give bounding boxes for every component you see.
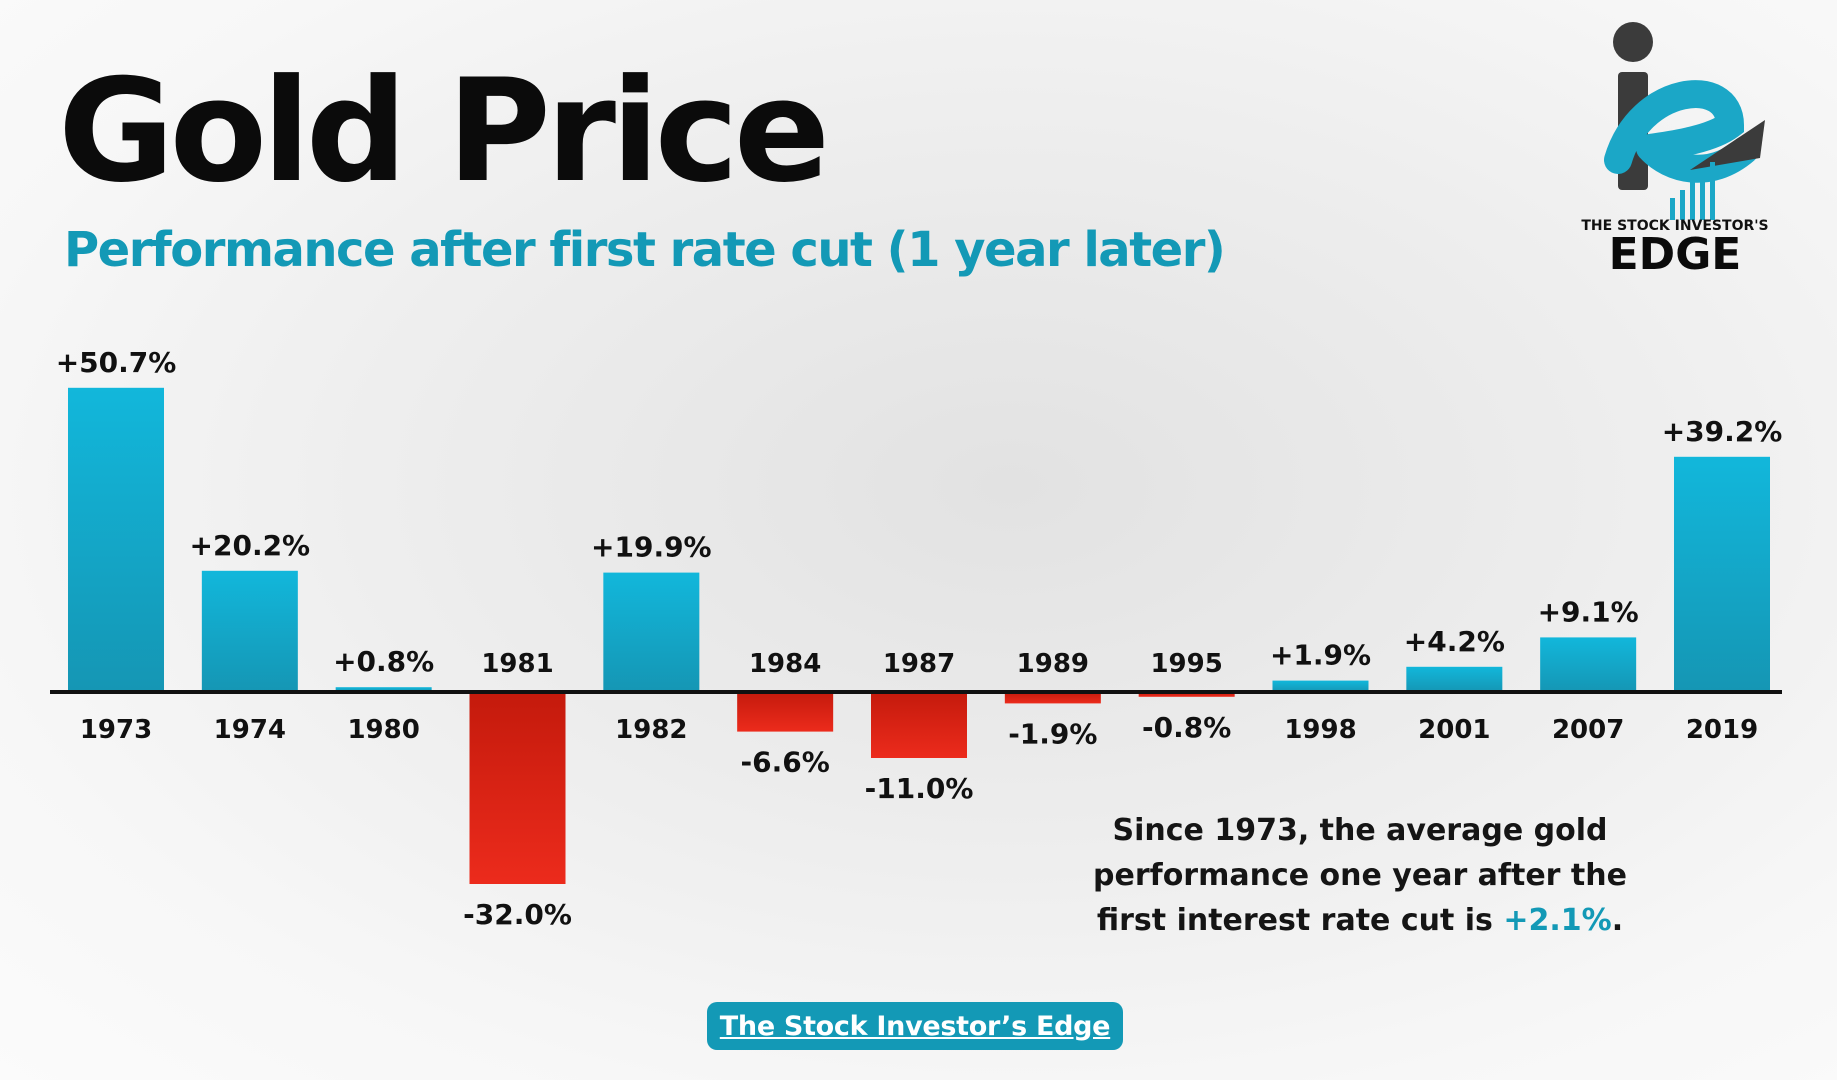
bar-2001: [1406, 666, 1503, 692]
value-label-1989: -1.9%: [1008, 717, 1097, 750]
category-label-1981: 1981: [481, 649, 553, 679]
category-label-2019: 2019: [1686, 715, 1758, 745]
category-label-1973: 1973: [80, 715, 152, 745]
category-label-1980: 1980: [347, 715, 419, 745]
ie-arrow-chart-logo-icon: [1604, 22, 1765, 220]
summary-note: Since 1973, the average gold performance…: [1080, 808, 1640, 943]
category-label-1995: 1995: [1150, 649, 1222, 679]
category-label-1987: 1987: [883, 649, 955, 679]
value-label-1973: +50.7%: [56, 346, 177, 379]
logo-tagline: THE STOCK INVESTOR'S: [1581, 218, 1769, 234]
chart-subtitle: Performance after first rate cut (1 year…: [64, 222, 1226, 278]
summary-highlight: +2.1%: [1503, 903, 1612, 938]
value-label-1995: -0.8%: [1142, 711, 1231, 744]
bar-1980: [335, 687, 432, 692]
bar-1982: [603, 572, 700, 692]
bar-2019: [1674, 456, 1770, 692]
value-label-1984: -6.6%: [741, 746, 830, 779]
chart-title: Gold Price: [58, 49, 830, 214]
bar-1989: [1004, 692, 1101, 704]
value-label-1981: -32.0%: [463, 898, 572, 931]
category-label-1984: 1984: [749, 649, 821, 679]
category-label-2001: 2001: [1418, 715, 1490, 745]
bar-1987: [871, 692, 967, 758]
bar-1998: [1272, 680, 1369, 692]
category-label-1974: 1974: [214, 715, 286, 745]
summary-note-text: Since 1973, the average gold performance…: [1093, 813, 1627, 938]
value-label-1980: +0.8%: [333, 645, 434, 678]
category-label-1989: 1989: [1017, 649, 1089, 679]
value-label-2019: +39.2%: [1662, 415, 1783, 448]
category-label-1998: 1998: [1284, 715, 1356, 745]
logo-name: EDGE: [1608, 229, 1742, 280]
value-label-1987: -11.0%: [865, 772, 974, 805]
summary-note-end: .: [1611, 903, 1624, 938]
value-label-1998: +1.9%: [1270, 639, 1371, 672]
bar-1974: [201, 570, 298, 692]
value-label-2007: +9.1%: [1538, 595, 1639, 628]
value-label-2001: +4.2%: [1404, 625, 1505, 658]
footer-badge[interactable]: The Stock Investor’s Edge: [707, 1002, 1123, 1050]
value-label-1982: +19.9%: [591, 531, 712, 564]
bar-1973: [68, 387, 164, 692]
bar-1984: [737, 692, 834, 732]
category-label-2007: 2007: [1552, 715, 1624, 745]
footer-link[interactable]: The Stock Investor’s Edge: [719, 1010, 1111, 1042]
bar-1981: [469, 692, 566, 884]
category-label-1982: 1982: [615, 715, 687, 745]
value-label-1974: +20.2%: [190, 529, 311, 562]
bar-2007: [1540, 637, 1637, 692]
bar-1995: [1138, 692, 1235, 697]
